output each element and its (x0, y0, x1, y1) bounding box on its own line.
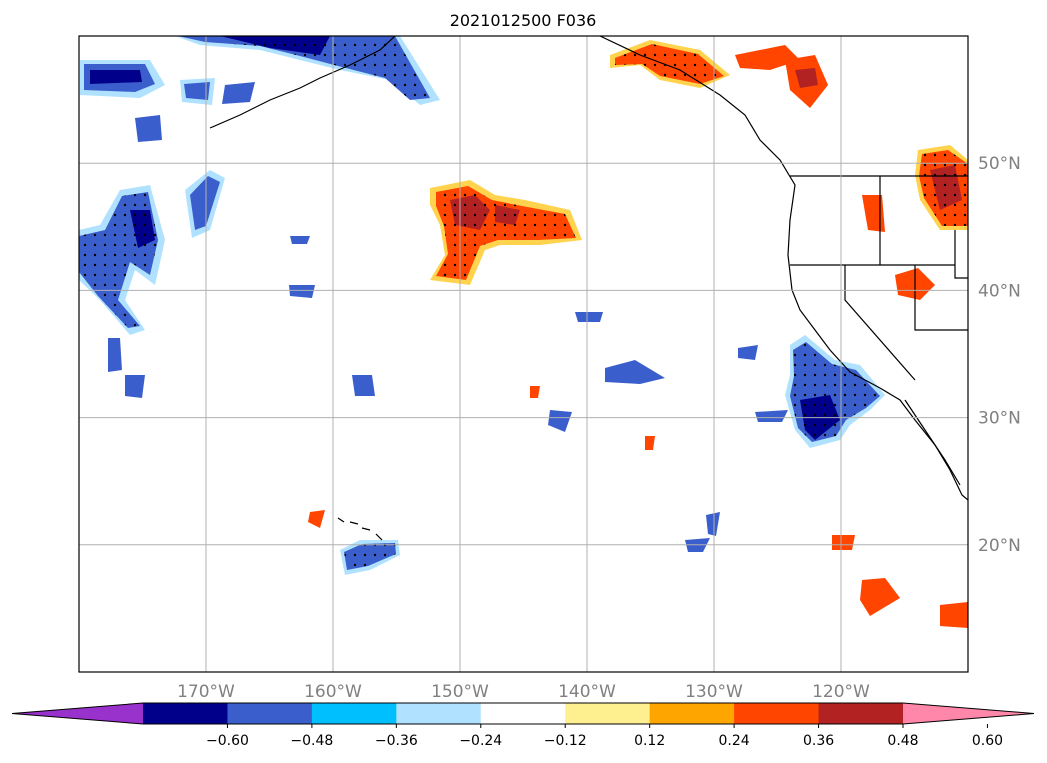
colorbar-segment (818, 703, 904, 724)
colorbar: −0.60 −0.48 −0.36 −0.24 −0.12 0.12 0.24 0.36 0.4… (11, 702, 1035, 749)
us-state-borders (790, 176, 968, 381)
lon-label: 150°W (431, 682, 489, 702)
lon-label: 130°W (685, 682, 743, 702)
colorbar-outline (11, 702, 1035, 725)
lat-label: 30°N (978, 409, 1021, 429)
colorbar-tick-label: 0.36 (803, 733, 834, 749)
colorbar-segment (311, 703, 397, 724)
north-america-coast (599, 36, 968, 501)
colorbar-segment (480, 703, 566, 724)
colorbar-tick-label: −0.24 (459, 733, 502, 749)
hawaiian-islands (337, 517, 383, 541)
colorbar-segment (565, 703, 651, 724)
colorbar-tick-label: −0.12 (544, 733, 587, 749)
lon-label: 120°W (812, 682, 870, 702)
stipple-overlay (79, 36, 968, 570)
colorbar-segment (396, 703, 482, 724)
baja-coast (904, 399, 961, 486)
gridlines (79, 36, 968, 672)
colorbar-extend-high (903, 703, 1034, 724)
colorbar-segment (143, 703, 228, 724)
colorbar-tick-label: −0.36 (375, 733, 418, 749)
map-frame (78, 35, 969, 673)
colorbar-extend-low (12, 703, 143, 724)
colorbar-tick-label: 0.24 (719, 733, 750, 749)
lon-label: 140°W (558, 682, 616, 702)
colorbar-segment (734, 703, 820, 724)
lat-label: 40°N (978, 281, 1021, 301)
colorbar-segment (649, 703, 735, 724)
map-area (79, 36, 968, 672)
colorbar-tick-label: 0.60 (972, 733, 1003, 749)
colorbar-tick-label: 0.48 (887, 733, 918, 749)
alaska-peninsula-coast (209, 36, 396, 129)
colorbar-tick-label: −0.60 (206, 733, 249, 749)
coastlines (209, 36, 968, 501)
colorbar-tick-label: 0.12 (634, 733, 665, 749)
colorbar-tick-label: −0.48 (290, 733, 333, 749)
lat-label: 20°N (978, 536, 1021, 556)
map-title: 2021012500 F036 (450, 11, 597, 30)
longitude-labels: 170°W 160°W 150°W 140°W 130°W 120°W (177, 682, 870, 702)
lon-label: 170°W (177, 682, 235, 702)
colorbar-segment (227, 703, 313, 724)
lon-label: 160°W (304, 682, 362, 702)
lat-label: 50°N (978, 154, 1021, 174)
latitude-labels: 20°N 30°N 40°N 50°N (978, 154, 1021, 556)
